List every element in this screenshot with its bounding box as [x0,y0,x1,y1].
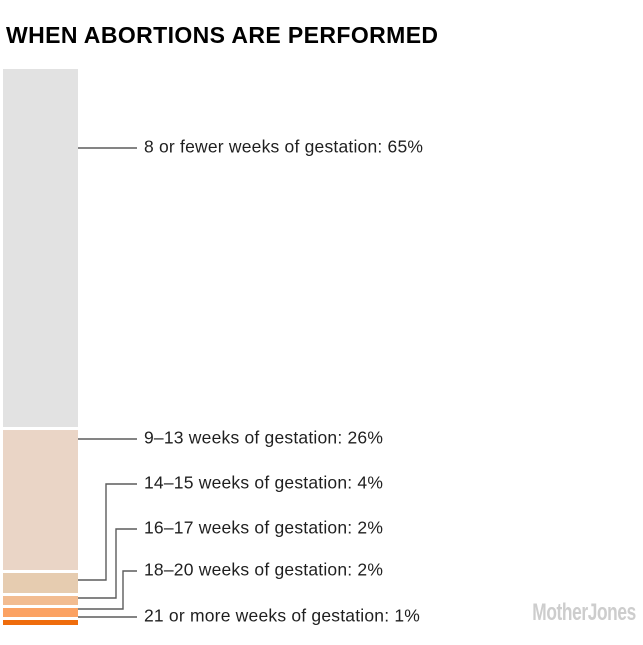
segment-label-14-15: 14–15 weeks of gestation: 4% [144,472,384,493]
bar-segment-8-or-fewer-weeks [3,69,78,427]
segment-label-18-20: 18–20 weeks of gestation: 2% [144,559,384,580]
chart-title: WHEN ABORTIONS ARE PERFORMED [6,22,439,48]
motherjones-logo: MotherJones [532,599,636,626]
leader-line-16-17 [78,528,137,599]
bar-segment-18-20-weeks [3,608,78,617]
segment-label-21-plus: 21 or more weeks of gestation: 1% [144,605,421,626]
bar-segment-9-13-weeks [3,430,78,570]
bar-segment-16-17-weeks [3,596,78,605]
segment-label-16-17: 16–17 weeks of gestation: 2% [144,517,384,538]
segment-label-9-13: 9–13 weeks of gestation: 26% [144,427,384,448]
segment-label-8-or-fewer: 8 or fewer weeks of gestation: 65% [144,136,424,157]
leader-line-14-15 [78,483,137,581]
bar-segment-21-plus-weeks [3,620,78,625]
leader-line-18-20 [78,570,137,610]
bar-segment-14-15-weeks [3,573,78,593]
